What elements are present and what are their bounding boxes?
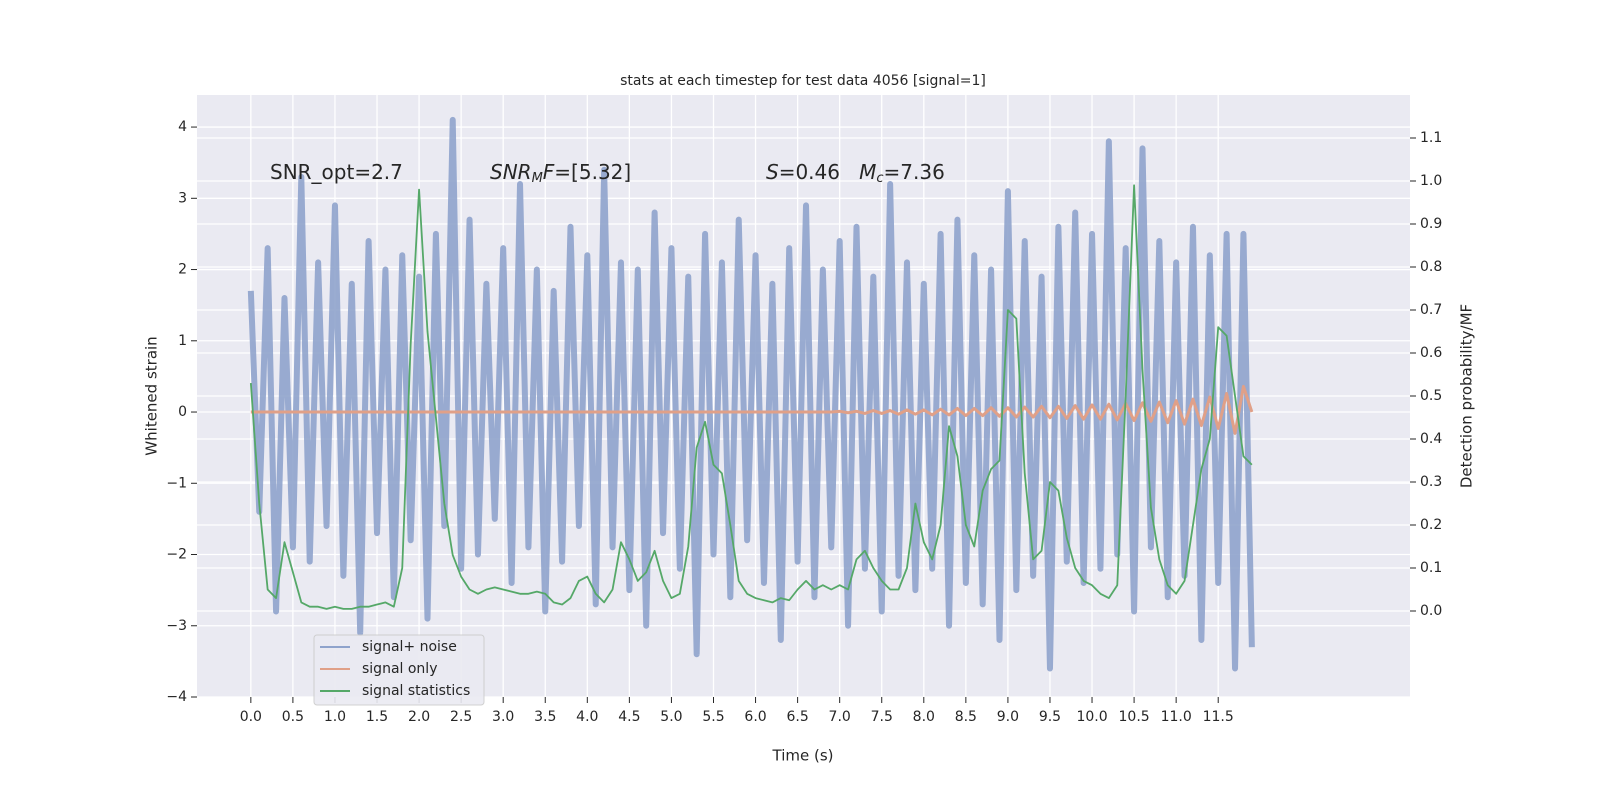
annotation-part: M <box>859 160 876 184</box>
x-tick-label: 4.5 <box>618 709 640 725</box>
x-tick-label: 11.5 <box>1203 709 1234 725</box>
annotation-part: M <box>532 171 543 186</box>
y-tick-label: 1 <box>178 333 187 349</box>
x-tick-label: 10.0 <box>1076 709 1107 725</box>
chart-title: stats at each timestep for test data 405… <box>620 73 986 89</box>
annotation-part: =0.46 <box>779 160 859 184</box>
annotation: S=0.46 Mc=7.36 <box>766 160 945 186</box>
legend-label: signal only <box>362 661 437 677</box>
series-line <box>250 384 1254 435</box>
x-axis-label: Time (s) <box>772 747 834 765</box>
annotation: SNRMF=[5.32] <box>490 160 631 186</box>
x-tick-label: 9.5 <box>1039 709 1061 725</box>
x-tick-label: 0.0 <box>240 709 262 725</box>
x-tick-label: 4.0 <box>576 709 598 725</box>
x-tick-label: 0.5 <box>282 709 304 725</box>
annotation: SNR_opt=2.7 <box>270 160 403 184</box>
y-tick-label: −1 <box>166 475 187 491</box>
labels: 0.0 0.5 1.0 1.5 2.0 2.5 3.0 3.5 4.0 4.5 5.0 5.5 6.0 6… <box>166 119 1442 725</box>
y2-tick-label: 0.4 <box>1420 431 1442 447</box>
series-line <box>249 184 1253 610</box>
x-tick-label: 8.0 <box>913 709 935 725</box>
y-tick-label: 2 <box>178 262 187 278</box>
x-tick-label: 9.0 <box>997 709 1019 725</box>
y2-tick-label: 0.5 <box>1420 388 1442 404</box>
x-tick-label: 7.5 <box>871 709 893 725</box>
y-tick-label: −2 <box>166 547 187 563</box>
x-tick-label: 2.0 <box>408 709 430 725</box>
y-tick-label: 3 <box>178 190 187 206</box>
x-tick-label: 11.0 <box>1161 709 1192 725</box>
y-tick-label: −4 <box>166 689 187 705</box>
annotation-part: =[5.32] <box>554 160 631 184</box>
annotation-part: c <box>876 171 883 186</box>
legend-label: signal+ noise <box>362 639 457 655</box>
y-tick-label: 0 <box>178 404 187 420</box>
series-line <box>247 116 1255 672</box>
y2-tick-label: 0.8 <box>1420 259 1442 275</box>
y2-tick-label: 0.7 <box>1420 302 1442 318</box>
y2-tick-label: 0.0 <box>1420 603 1442 619</box>
y2-tick-label: 0.3 <box>1420 474 1442 490</box>
y2-tick-label: 0.6 <box>1420 345 1442 361</box>
y2-tick-label: 0.9 <box>1420 216 1442 232</box>
marks <box>247 116 1255 672</box>
y-axis-label: Whitened strain <box>143 336 161 455</box>
x-tick-label: 7.0 <box>829 709 851 725</box>
x-tick-label: 10.5 <box>1119 709 1150 725</box>
legend-label: signal statistics <box>362 683 470 699</box>
y2-tick-label: 0.2 <box>1420 517 1442 533</box>
x-tick-label: 5.0 <box>660 709 682 725</box>
legend-box <box>313 634 485 706</box>
y2-tick-label: 1.0 <box>1420 173 1442 189</box>
x-tick-label: 3.5 <box>534 709 556 725</box>
x-tick-label: 6.0 <box>744 709 766 725</box>
annotation-part: F <box>543 160 555 184</box>
x-tick-label: 6.5 <box>786 709 808 725</box>
x-tick-label: 3.0 <box>492 709 514 725</box>
annotation-part: SNR_opt=2.7 <box>270 160 403 184</box>
legend: signal+ noise signal only signal statistic… <box>313 634 485 706</box>
annotation-part: S <box>766 160 779 184</box>
x-tick-label: 8.5 <box>955 709 977 725</box>
annotation-part: SNR <box>490 160 532 184</box>
x-tick-label: 2.5 <box>450 709 472 725</box>
y-tick-label: 4 <box>178 119 187 135</box>
x-tick-label: 5.5 <box>702 709 724 725</box>
x-tick-label: 1.0 <box>324 709 346 725</box>
x-tick-label: 1.5 <box>366 709 388 725</box>
y2-tick-label: 1.1 <box>1420 130 1442 146</box>
y2-axis-label: Detection probability/MF <box>1458 304 1476 488</box>
y-tick-label: −3 <box>166 618 187 634</box>
y2-tick-label: 0.1 <box>1420 560 1442 576</box>
annotation-part: =7.36 <box>884 160 945 184</box>
